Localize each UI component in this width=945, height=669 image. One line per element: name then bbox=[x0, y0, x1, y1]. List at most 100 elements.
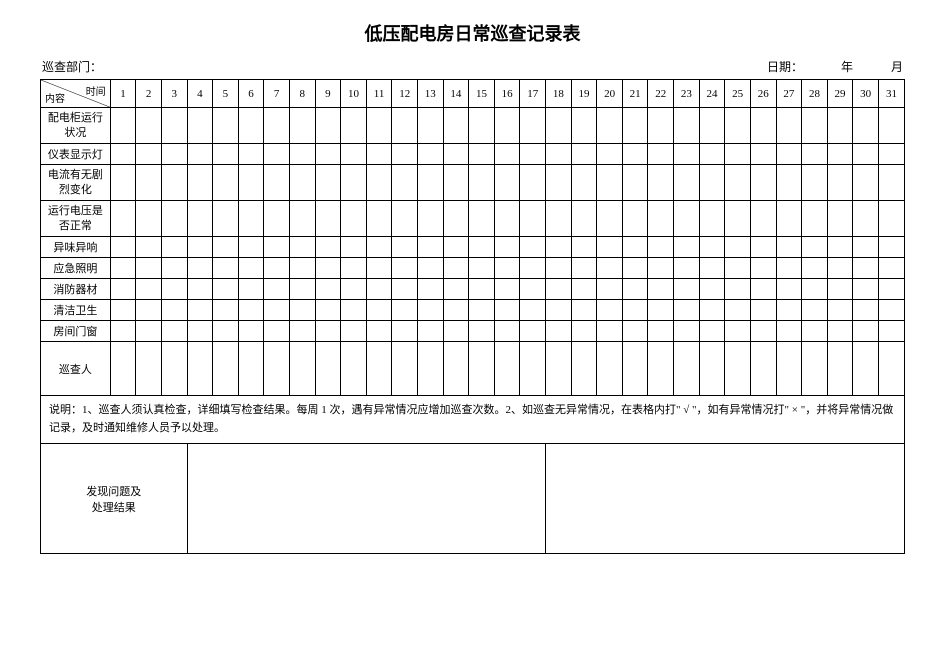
data-cell[interactable] bbox=[750, 279, 776, 300]
data-cell[interactable] bbox=[392, 165, 418, 201]
data-cell[interactable] bbox=[187, 165, 213, 201]
data-cell[interactable] bbox=[136, 108, 162, 144]
data-cell[interactable] bbox=[341, 144, 367, 165]
data-cell[interactable] bbox=[289, 201, 315, 237]
data-cell[interactable] bbox=[187, 321, 213, 342]
data-cell[interactable] bbox=[315, 144, 341, 165]
data-cell[interactable] bbox=[699, 165, 725, 201]
data-cell[interactable] bbox=[392, 321, 418, 342]
data-cell[interactable] bbox=[110, 237, 136, 258]
data-cell[interactable] bbox=[699, 321, 725, 342]
data-cell[interactable] bbox=[341, 237, 367, 258]
data-cell[interactable] bbox=[699, 144, 725, 165]
data-cell[interactable] bbox=[597, 144, 623, 165]
data-cell[interactable] bbox=[136, 300, 162, 321]
data-cell[interactable] bbox=[725, 165, 751, 201]
data-cell[interactable] bbox=[264, 321, 290, 342]
data-cell[interactable] bbox=[366, 279, 392, 300]
inspector-cell[interactable] bbox=[289, 342, 315, 396]
data-cell[interactable] bbox=[110, 108, 136, 144]
data-cell[interactable] bbox=[264, 237, 290, 258]
inspector-cell[interactable] bbox=[136, 342, 162, 396]
data-cell[interactable] bbox=[443, 201, 469, 237]
data-cell[interactable] bbox=[725, 201, 751, 237]
data-cell[interactable] bbox=[776, 144, 802, 165]
data-cell[interactable] bbox=[213, 279, 239, 300]
data-cell[interactable] bbox=[853, 108, 879, 144]
data-cell[interactable] bbox=[469, 321, 495, 342]
data-cell[interactable] bbox=[750, 321, 776, 342]
data-cell[interactable] bbox=[520, 321, 546, 342]
data-cell[interactable] bbox=[187, 279, 213, 300]
data-cell[interactable] bbox=[597, 237, 623, 258]
data-cell[interactable] bbox=[136, 165, 162, 201]
data-cell[interactable] bbox=[494, 321, 520, 342]
data-cell[interactable] bbox=[213, 144, 239, 165]
data-cell[interactable] bbox=[776, 165, 802, 201]
data-cell[interactable] bbox=[674, 144, 700, 165]
data-cell[interactable] bbox=[366, 237, 392, 258]
data-cell[interactable] bbox=[546, 201, 572, 237]
inspector-cell[interactable] bbox=[597, 342, 623, 396]
data-cell[interactable] bbox=[110, 201, 136, 237]
data-cell[interactable] bbox=[136, 201, 162, 237]
data-cell[interactable] bbox=[648, 258, 674, 279]
data-cell[interactable] bbox=[264, 165, 290, 201]
data-cell[interactable] bbox=[878, 258, 904, 279]
data-cell[interactable] bbox=[418, 237, 444, 258]
data-cell[interactable] bbox=[161, 300, 187, 321]
data-cell[interactable] bbox=[264, 201, 290, 237]
data-cell[interactable] bbox=[725, 279, 751, 300]
data-cell[interactable] bbox=[289, 300, 315, 321]
data-cell[interactable] bbox=[878, 321, 904, 342]
inspector-cell[interactable] bbox=[648, 342, 674, 396]
data-cell[interactable] bbox=[648, 201, 674, 237]
data-cell[interactable] bbox=[520, 300, 546, 321]
data-cell[interactable] bbox=[776, 279, 802, 300]
data-cell[interactable] bbox=[699, 237, 725, 258]
data-cell[interactable] bbox=[520, 165, 546, 201]
data-cell[interactable] bbox=[213, 258, 239, 279]
data-cell[interactable] bbox=[725, 144, 751, 165]
data-cell[interactable] bbox=[238, 144, 264, 165]
data-cell[interactable] bbox=[853, 279, 879, 300]
data-cell[interactable] bbox=[597, 258, 623, 279]
data-cell[interactable] bbox=[341, 201, 367, 237]
data-cell[interactable] bbox=[392, 108, 418, 144]
data-cell[interactable] bbox=[802, 321, 828, 342]
data-cell[interactable] bbox=[238, 258, 264, 279]
data-cell[interactable] bbox=[392, 237, 418, 258]
data-cell[interactable] bbox=[750, 237, 776, 258]
data-cell[interactable] bbox=[776, 258, 802, 279]
inspector-cell[interactable] bbox=[750, 342, 776, 396]
inspector-cell[interactable] bbox=[520, 342, 546, 396]
data-cell[interactable] bbox=[341, 300, 367, 321]
data-cell[interactable] bbox=[418, 321, 444, 342]
data-cell[interactable] bbox=[776, 201, 802, 237]
data-cell[interactable] bbox=[648, 321, 674, 342]
data-cell[interactable] bbox=[622, 144, 648, 165]
data-cell[interactable] bbox=[418, 279, 444, 300]
data-cell[interactable] bbox=[469, 201, 495, 237]
data-cell[interactable] bbox=[315, 258, 341, 279]
data-cell[interactable] bbox=[110, 321, 136, 342]
data-cell[interactable] bbox=[213, 300, 239, 321]
data-cell[interactable] bbox=[213, 201, 239, 237]
data-cell[interactable] bbox=[725, 300, 751, 321]
data-cell[interactable] bbox=[469, 144, 495, 165]
data-cell[interactable] bbox=[622, 321, 648, 342]
data-cell[interactable] bbox=[315, 108, 341, 144]
data-cell[interactable] bbox=[315, 237, 341, 258]
inspector-cell[interactable] bbox=[341, 342, 367, 396]
data-cell[interactable] bbox=[392, 279, 418, 300]
data-cell[interactable] bbox=[878, 237, 904, 258]
inspector-cell[interactable] bbox=[187, 342, 213, 396]
data-cell[interactable] bbox=[648, 165, 674, 201]
data-cell[interactable] bbox=[571, 201, 597, 237]
data-cell[interactable] bbox=[597, 300, 623, 321]
data-cell[interactable] bbox=[648, 108, 674, 144]
data-cell[interactable] bbox=[776, 108, 802, 144]
inspector-cell[interactable] bbox=[878, 342, 904, 396]
data-cell[interactable] bbox=[264, 300, 290, 321]
data-cell[interactable] bbox=[238, 279, 264, 300]
